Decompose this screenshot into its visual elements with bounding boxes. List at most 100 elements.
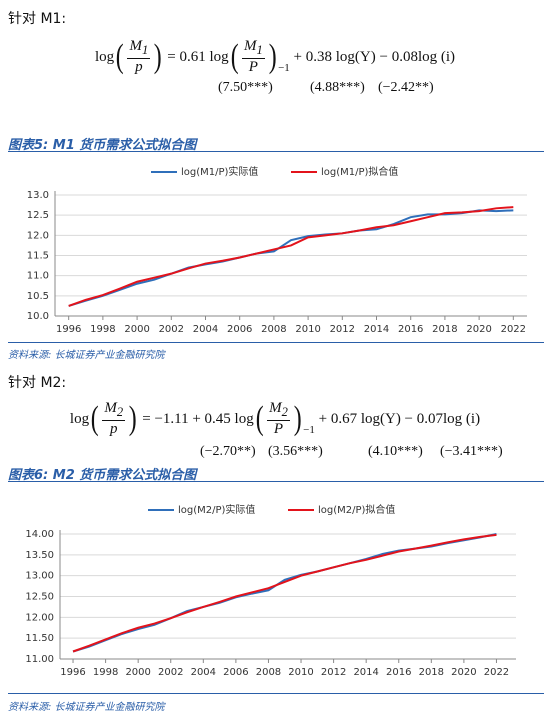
eq-paren: ( [230, 38, 239, 75]
y-tick-label: 11.00 [25, 654, 54, 665]
t-stat: (3.56***) [268, 444, 323, 459]
x-tick-label: 2006 [223, 667, 248, 678]
eq-num-sub: 2 [116, 405, 124, 419]
eq-num-sub: 1 [141, 43, 149, 57]
t-stat: (4.88***) [310, 80, 365, 95]
eq-text: + 0.38 log(Y) − 0.08log (i) [289, 48, 456, 65]
x-tick-label: 2014 [364, 324, 389, 335]
chart: 11.00 11.50 12.00 12.50 13.00 13.50 14.00 1996 1… [25, 503, 516, 678]
eq-text: log [69, 410, 90, 427]
eq-num-symbol: M [269, 400, 282, 416]
eq-paren: ) [128, 400, 137, 437]
caption-rule [8, 151, 544, 152]
x-tick-label: 2022 [501, 324, 526, 335]
x-tick-label: 2022 [484, 667, 509, 678]
eq-text: + 0.67 log(Y) − 0.07log (i) [314, 410, 481, 427]
y-tick-label: 13.50 [25, 550, 54, 561]
t-stat: (−2.70**) [200, 444, 256, 459]
eq-paren: ( [255, 400, 264, 437]
x-tick-label: 1996 [60, 667, 85, 678]
chart: 10.0 10.5 11.0 11.5 12.0 12.5 13.0 1996 1998 2000… [27, 165, 527, 335]
x-tick-label: 2004 [191, 667, 216, 678]
eq-denominator: p [135, 59, 143, 75]
x-tick-label: 2000 [125, 667, 150, 678]
eq-num-sub: 1 [256, 43, 263, 57]
series-line [68, 209, 514, 307]
source-rule [8, 342, 544, 343]
x-tick-label: 2016 [398, 324, 423, 335]
x-tick-label: 2016 [386, 667, 411, 678]
x-tick-label: 1996 [56, 324, 81, 335]
series-line [68, 206, 514, 307]
source-note: 资料来源: 长城证券产业金融研究院 [8, 702, 165, 713]
t-stat: (4.10***) [368, 444, 423, 459]
figure-caption: 图表6: M2 货币需求公式拟合图 [8, 468, 197, 483]
lead-text: 针对 M2: [8, 375, 67, 391]
eq-numerator: M2 [267, 400, 290, 421]
caption-rule [8, 481, 544, 482]
x-tick-label: 2010 [288, 667, 313, 678]
x-tick-label: 2018 [432, 324, 457, 335]
x-tick-label: 2002 [159, 324, 184, 335]
eq-num-sub: 2 [281, 405, 288, 419]
x-tick-label: 2012 [321, 667, 346, 678]
equation: log(M1 p) = 0.61 log(M1 P) −1 + 0.38 log(Y)… [0, 38, 550, 76]
y-tick-label: 12.00 [25, 612, 54, 623]
source-note: 资料来源: 长城证券产业金融研究院 [8, 350, 165, 361]
eq-num-symbol: M [129, 38, 142, 54]
x-tick-label: 2008 [261, 324, 286, 335]
x-tick-label: 2006 [227, 324, 252, 335]
series-line [72, 533, 497, 653]
lead-text: 针对 M1: [8, 11, 67, 27]
source-rule [8, 693, 544, 694]
eq-sub: −1 [278, 62, 290, 74]
x-tick-label: 2004 [193, 324, 218, 335]
eq-denominator: p [110, 421, 118, 437]
eq-fraction: M2 P [267, 400, 290, 438]
x-tick-label: 2012 [330, 324, 355, 335]
eq-text: log [94, 48, 115, 65]
equation: log(M2 p) = −1.11 + 0.45 log(M2 P) −1 + 0.6… [0, 400, 550, 438]
legend-label: log(M2/P)拟合值 [318, 503, 395, 516]
y-tick-label: 14.00 [25, 529, 54, 540]
y-tick-label: 12.5 [27, 210, 49, 221]
y-tick-label: 11.0 [27, 271, 49, 282]
t-stat: (−3.41***) [440, 444, 503, 459]
eq-fraction: M2 p [102, 400, 126, 438]
x-tick-label: 2014 [353, 667, 378, 678]
eq-text: = 0.61 log [163, 48, 229, 65]
eq-paren: ) [268, 38, 277, 75]
y-tick-label: 11.50 [25, 633, 54, 644]
eq-numerator: M2 [102, 400, 126, 421]
x-tick-label: 1998 [93, 667, 118, 678]
figure-caption: 图表5: M1 货币需求公式拟合图 [8, 138, 197, 153]
legend-label: log(M1/P)实际值 [181, 165, 258, 178]
y-tick-label: 10.0 [27, 311, 49, 322]
x-tick-label: 1998 [90, 324, 115, 335]
eq-numerator: M1 [127, 38, 151, 59]
eq-numerator: M1 [242, 38, 265, 59]
eq-paren: ( [90, 400, 99, 437]
x-tick-label: 2020 [451, 667, 476, 678]
x-tick-label: 2002 [158, 667, 183, 678]
y-tick-label: 12.50 [25, 592, 54, 603]
x-tick-label: 2020 [466, 324, 491, 335]
y-tick-label: 11.5 [27, 251, 49, 262]
eq-num-symbol: M [244, 38, 257, 54]
x-tick-label: 2008 [256, 667, 281, 678]
eq-fraction: M1 P [242, 38, 265, 76]
eq-num-symbol: M [104, 400, 117, 416]
eq-denominator: P [248, 59, 258, 75]
t-stat: (7.50***) [218, 80, 273, 95]
x-tick-label: 2018 [419, 667, 444, 678]
eq-sub: −1 [303, 424, 315, 436]
y-tick-label: 10.5 [27, 291, 49, 302]
eq-paren: ( [115, 38, 124, 75]
y-tick-label: 13.00 [25, 571, 54, 582]
y-tick-label: 13.0 [27, 190, 49, 201]
t-stat: (−2.42**) [378, 80, 434, 95]
legend-label: log(M1/P)拟合值 [321, 165, 398, 178]
eq-paren: ) [293, 400, 302, 437]
x-tick-label: 2000 [124, 324, 149, 335]
